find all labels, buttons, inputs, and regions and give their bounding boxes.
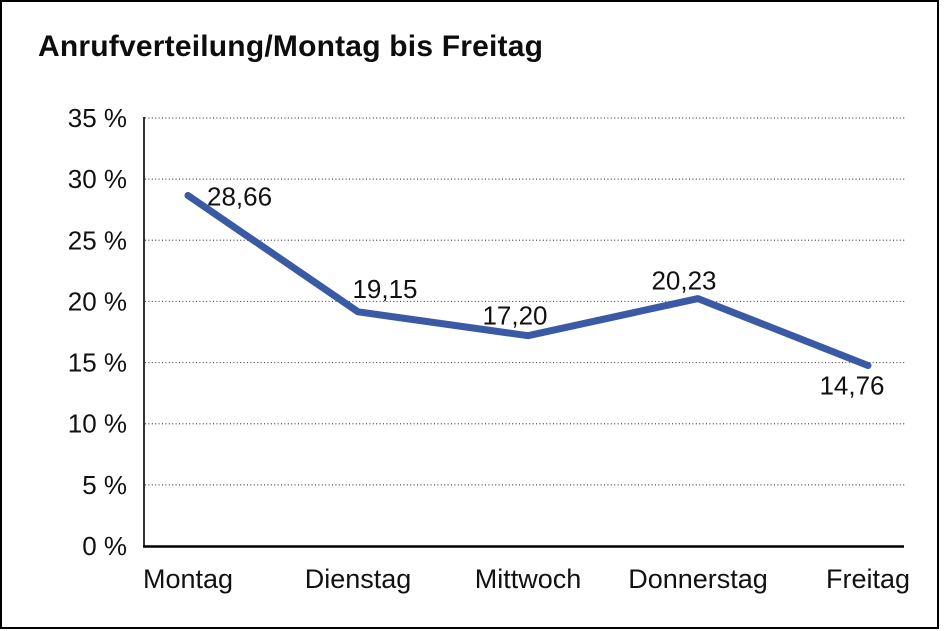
y-axis-tick-label: 0 % [82, 531, 127, 561]
y-axis-tick-label: 25 % [68, 225, 127, 255]
y-axis-tick-label: 5 % [82, 470, 127, 500]
x-axis-category-label: Mittwoch [475, 564, 582, 594]
y-axis-tick-label: 15 % [68, 348, 127, 378]
data-point-label: 17,20 [482, 301, 547, 331]
chart-title: Anrufverteilung/Montag bis Freitag [38, 30, 544, 63]
x-axis-category-label: Montag [143, 564, 233, 594]
x-axis-category-label: Dienstag [305, 564, 412, 594]
x-axis-category-label: Freitag [826, 564, 910, 594]
y-axis-tick-label: 35 % [68, 103, 127, 133]
y-axis-tick-label: 20 % [68, 286, 127, 316]
data-point-label: 20,23 [651, 266, 716, 296]
data-point-label: 14,76 [819, 371, 884, 401]
data-point-label: 28,66 [207, 182, 272, 212]
y-axis-tick-label: 10 % [68, 409, 127, 439]
x-axis-category-label: Donnerstag [628, 564, 768, 594]
data-point-label: 19,15 [352, 274, 417, 304]
data-line-series [184, 192, 872, 369]
y-axis-tick-label: 30 % [68, 164, 127, 194]
